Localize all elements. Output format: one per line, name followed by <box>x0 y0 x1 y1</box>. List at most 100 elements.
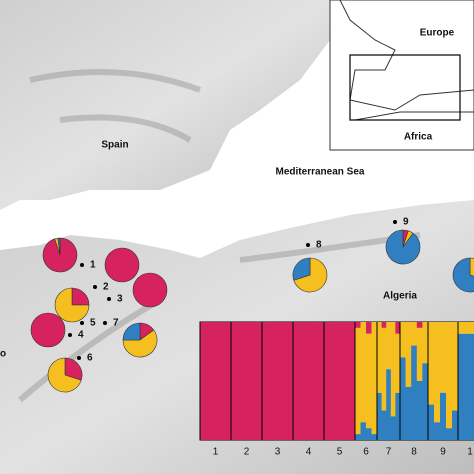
ancestry-bar <box>458 333 474 440</box>
ancestry-bar <box>428 322 435 405</box>
ancestry-bar <box>355 322 361 328</box>
site-label: 2 <box>103 282 109 293</box>
ancestry-bar <box>241 322 252 440</box>
ancestry-bar <box>324 322 335 440</box>
ancestry-bar <box>440 392 447 440</box>
ancestry-bar <box>210 322 221 440</box>
site-dot <box>80 263 84 267</box>
site-dot <box>80 321 84 325</box>
inset-frame <box>329 0 474 151</box>
ancestry-bar <box>416 327 423 381</box>
group-label: 9 <box>440 447 446 458</box>
ancestry-bar <box>371 322 378 435</box>
place-label: Mediterranean Sea <box>276 167 365 178</box>
inset-label: Africa <box>404 132 433 143</box>
ancestry-bar <box>458 322 474 334</box>
pie-slice <box>292 257 311 281</box>
ancestry-bar <box>428 404 435 440</box>
pie-slice <box>385 229 421 265</box>
pie-slice <box>30 312 66 348</box>
ancestry-bar <box>416 381 423 440</box>
ancestry-bar <box>422 363 429 440</box>
ancestry-bar <box>422 322 429 364</box>
inset-label: Europe <box>420 28 455 39</box>
ancestry-bar <box>313 322 325 440</box>
inset-extent <box>349 54 461 121</box>
ancestry-bar <box>303 322 314 440</box>
pies: 123 45 6 7 8 9 <box>30 217 474 393</box>
pie-slice <box>57 237 61 256</box>
inset-coast <box>339 0 474 121</box>
ancestry-bar <box>355 327 361 435</box>
pie-slice <box>104 247 140 283</box>
ancestry-bar <box>440 322 447 393</box>
ancestry-bar <box>405 322 412 387</box>
pie-slice <box>469 257 474 277</box>
ancestry-bar <box>395 322 401 334</box>
group-label: 3 <box>275 447 281 458</box>
ancestry-bar <box>452 410 459 440</box>
ancestry-bar <box>282 322 294 440</box>
pie-slice <box>54 287 90 323</box>
site-dot <box>93 285 97 289</box>
ancestry-bar <box>366 322 372 334</box>
ancestry-bar <box>334 322 345 440</box>
ancestry-bar <box>390 416 396 440</box>
relief <box>18 69 421 403</box>
pie-slice <box>132 272 168 308</box>
ancestry-bar <box>371 434 378 440</box>
group-label: 8 <box>411 447 417 458</box>
ancestry-bar <box>200 322 211 440</box>
ancestry-bar <box>434 322 441 423</box>
ancestry-bar <box>411 322 418 346</box>
pie-slice <box>452 257 474 293</box>
ancestry-bar <box>360 322 367 423</box>
site-dot <box>393 220 397 224</box>
inset-map: Europe Africa <box>329 0 474 151</box>
group-label: 7 <box>386 447 392 458</box>
place-label: o <box>0 349 6 360</box>
group-label: 1 <box>213 447 219 458</box>
site-label: 6 <box>87 353 93 364</box>
site-label: 9 <box>403 217 409 228</box>
ancestry-bar <box>405 386 412 440</box>
ancestry-bar <box>272 322 283 440</box>
ancestry-bar <box>344 322 356 440</box>
group-label: 1 <box>467 447 473 458</box>
structure-plot: 1 2 3 4 5 6 7 8 9 1 <box>199 321 474 458</box>
ancestry-bar <box>360 422 367 440</box>
ancestry-bar <box>381 322 387 328</box>
ancestry-bar <box>452 322 459 411</box>
site-dot <box>77 356 81 360</box>
ancestry-bar <box>262 322 273 440</box>
ancestry-bar <box>395 392 401 440</box>
ancestry-bar <box>381 327 387 411</box>
ancestry-bar <box>381 410 387 440</box>
site-label: 1 <box>90 260 96 271</box>
ancestry-bar <box>446 428 453 440</box>
ancestry-bar <box>386 369 392 440</box>
ancestry-bar <box>400 322 406 358</box>
iberia <box>0 0 330 210</box>
ancestry-bar <box>395 333 401 393</box>
ancestry-bar <box>377 392 382 440</box>
ancestry-bar <box>400 357 406 440</box>
group-label: 5 <box>337 447 343 458</box>
ancestry-bar <box>386 322 392 370</box>
ancestry-bar <box>251 322 263 440</box>
ancestry-bar <box>434 422 441 440</box>
pie-slice <box>122 329 158 358</box>
site-label: 7 <box>113 318 119 329</box>
ancestry-bar <box>377 322 382 393</box>
group-label: 2 <box>244 447 250 458</box>
ancestry-bar <box>366 428 372 440</box>
ancestry-bar <box>366 333 372 429</box>
ancestry-bar <box>355 434 361 440</box>
pie-slice <box>293 257 328 293</box>
ancestry-bar <box>293 322 304 440</box>
place-label: Algeria <box>383 291 417 302</box>
site-label: 3 <box>117 294 123 305</box>
pie-slice <box>64 357 83 381</box>
site-label: 8 <box>316 240 322 251</box>
